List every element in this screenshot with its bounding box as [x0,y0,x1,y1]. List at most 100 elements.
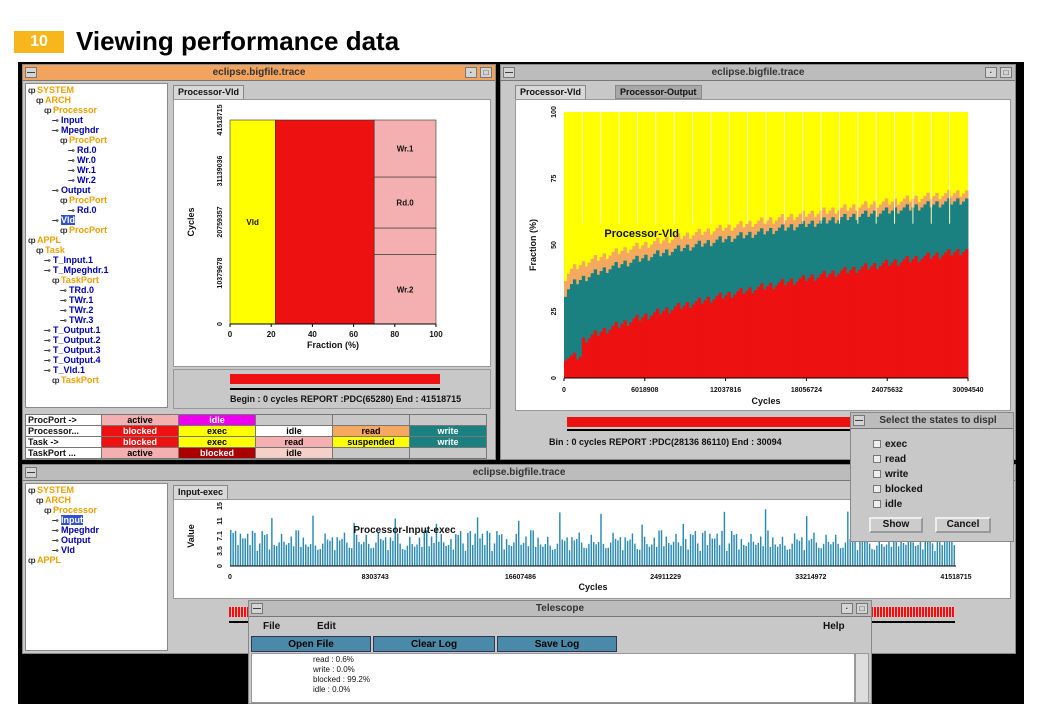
cancel-button[interactable]: Cancel [935,517,991,533]
save-log-button[interactable]: Save Log [497,636,617,652]
tree-node[interactable]: ⊸ Wr.2 [68,175,96,186]
tree-node[interactable]: ȹARCH [36,95,71,106]
telescope-window: — Telescope · □ File Edit Help Open File… [248,600,872,704]
tree-node[interactable]: ⊸ Mpeghdr [52,525,99,536]
tree-node[interactable]: ⊸ TWr.2 [60,305,93,316]
minimize-button[interactable]: · [465,67,477,78]
tree-node-label: Input [61,515,83,525]
window-menu-button[interactable]: — [503,67,515,78]
tree-node[interactable]: ȹTask [36,245,65,256]
dialog-titlebar[interactable]: — Select the states to displ [851,413,1013,429]
window-menu-button[interactable]: — [251,603,263,614]
tab-input-exec[interactable]: Input-exec [173,485,229,499]
tree-node-label: ProcPort [69,135,108,145]
tree-node[interactable]: ⊸ TRd.0 [60,285,94,296]
checkbox-icon[interactable] [873,440,881,449]
checkbox-icon[interactable] [873,500,881,509]
window-titlebar[interactable]: — eclipse.bigfile.trace · □ [23,65,495,81]
tab-processor-vld[interactable]: Processor-Vld [515,85,587,99]
series-bar [926,252,930,378]
checkbox-icon[interactable] [873,470,881,479]
tree-node[interactable]: ⊸ Wr.1 [68,165,96,176]
hierarchy-tree[interactable]: ȹSYSTEM ȹARCH ȹProcessor ⊸ Input ⊸ Mpeghdr ⊸ Out… [25,483,168,651]
checkbox-icon[interactable] [873,455,881,464]
show-button[interactable]: Show [869,517,923,533]
tree-node[interactable]: ⊸ Vld [52,545,75,556]
exec-bar [399,543,401,566]
series-bar [700,303,705,378]
window-titlebar[interactable]: — eclipse.bigfile.trace [23,465,1015,481]
exec-bar [893,530,895,566]
state-checkbox-blocked[interactable]: blocked [873,484,923,495]
clear-log-button[interactable]: Clear Log [373,636,495,652]
tree-node[interactable]: ⊸ T_Output.1 [44,325,101,336]
exec-bar [488,532,491,566]
tree-node[interactable]: ⊸ Rd.0 [68,145,97,156]
tree-node[interactable]: ⊸ TWr.3 [60,315,93,326]
log-scrollbar[interactable] [855,653,869,703]
tree-node[interactable]: ȹSYSTEM [28,85,74,96]
tree-node[interactable]: ⊸ T_Input.1 [44,255,93,266]
exec-bar [900,536,902,566]
exec-bar [566,537,568,566]
tree-node[interactable]: ⊸ TWr.1 [60,295,93,306]
tree-node[interactable]: ⊸ Output [52,185,91,196]
tree-node[interactable]: ȹProcPort [60,195,107,206]
x-axis-label: Cycles [751,396,780,406]
tree-node[interactable]: ⊸ T_Output.4 [44,355,101,366]
state-checkbox-idle[interactable]: idle [873,499,902,510]
tree-node[interactable]: ⊸ T_Mpeghdr.1 [44,265,109,276]
tree-node[interactable]: ⊸ T_Output.2 [44,335,101,346]
tree-node[interactable]: ȹTaskPort [52,275,99,286]
window-titlebar[interactable]: — eclipse.bigfile.trace · □ [501,65,1015,81]
leaf-node-icon: ⊸ [52,526,59,535]
tree-node[interactable]: ⊸ T_Vld.1 [44,365,85,376]
tree-node[interactable]: ⊸ Rd.0 [68,205,97,216]
window-menu-button[interactable]: — [853,415,865,426]
exec-bar [435,523,438,566]
x-tick-label: 0 [228,330,233,339]
tree-node[interactable]: ȹTaskPort [52,375,99,386]
tree-node[interactable]: ȹARCH [36,495,71,506]
exec-bar [818,547,820,566]
maximize-button[interactable]: □ [1000,67,1012,78]
tab-processor-output[interactable]: Processor-Output [615,85,702,99]
exec-bar [668,542,670,566]
tree-node[interactable]: ⊸ Output [52,535,91,546]
state-checkbox-write[interactable]: write [873,469,908,480]
menu-help[interactable]: Help [823,621,845,632]
window-menu-button[interactable]: — [25,467,37,478]
open-file-button[interactable]: Open File [251,636,371,652]
tree-node[interactable]: ⊸ Input [52,515,83,526]
tree-node[interactable]: ⊸ T_Output.3 [44,345,101,356]
tree-node[interactable]: ȹAPPL [28,235,61,246]
tree-node[interactable]: ȹAPPL [28,555,61,566]
state-checkbox-exec[interactable]: exec [873,439,907,450]
minimize-button[interactable]: · [841,603,853,614]
hierarchy-tree[interactable]: ȹSYSTEM ȹARCH ȹProcessor ⊸ Input ⊸ Mpeghdr ȹPro… [25,83,168,408]
series-bar [730,297,734,378]
state-checkbox-read[interactable]: read [873,454,906,465]
tree-node[interactable]: ȹProcessor [44,105,97,116]
tree-node[interactable]: ȹSYSTEM [28,485,74,496]
log-area[interactable] [251,653,855,703]
menu-edit[interactable]: Edit [317,621,336,632]
tree-node[interactable]: ⊸ Wr.0 [68,155,96,166]
leaf-node-icon: ⊸ [52,216,59,225]
telescope-titlebar[interactable]: — Telescope · □ [249,601,871,617]
tab-processor-vld[interactable]: Processor-Vld [173,85,245,99]
checkbox-icon[interactable] [873,485,881,494]
tree-node[interactable]: ⊸ Vld [52,215,76,226]
window-menu-button[interactable]: — [25,67,37,78]
menu-file[interactable]: File [263,621,281,632]
window-title: eclipse.bigfile.trace [711,67,805,78]
tree-node[interactable]: ⊸ Mpeghdr [52,125,99,136]
tree-node[interactable]: ȹProcPort [60,135,107,146]
maximize-button[interactable]: □ [856,603,868,614]
exec-bar [849,538,851,566]
tree-node[interactable]: ȹProcessor [44,505,97,516]
tree-node[interactable]: ⊸ Input [52,115,83,126]
minimize-button[interactable]: · [985,67,997,78]
maximize-button[interactable]: □ [480,67,492,78]
tree-node[interactable]: ȹProcPort [60,225,107,236]
